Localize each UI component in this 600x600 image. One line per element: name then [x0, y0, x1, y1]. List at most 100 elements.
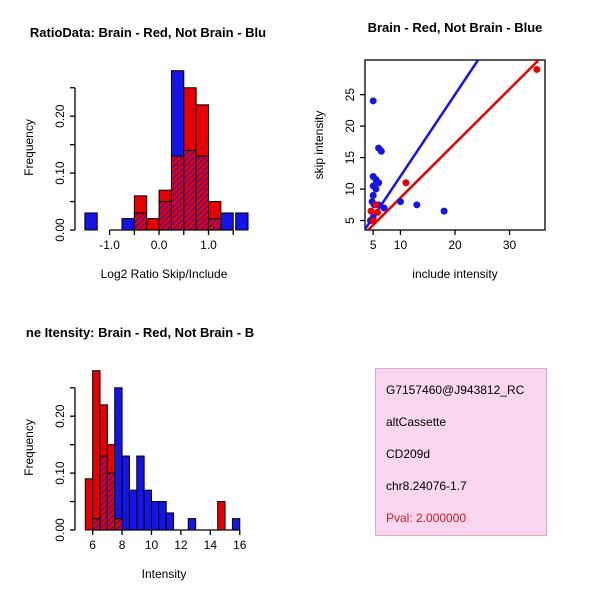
histogram-bar — [170, 70, 185, 157]
histogram-bar — [187, 518, 197, 531]
scatter-panel: 5 10 20 30 5 10 15 20 25 include intensity skip in… — [300, 0, 600, 300]
ratio-histogram-panel: -1.0 0.0 1.0 0.00 0.10 0.20 Log2 Ratio Skip/In… — [0, 0, 300, 300]
overlap-bar — [114, 518, 123, 531]
svg-text:12: 12 — [174, 538, 188, 552]
svg-text:Log2 Ratio Skip/Include: Log2 Ratio Skip/Include — [101, 267, 228, 281]
svg-text:ne Itensity: Brain - Red, Not: ne Itensity: Brain - Red, Not Brain - B — [26, 325, 254, 340]
histogram-bar — [84, 212, 98, 231]
point — [375, 179, 383, 187]
scatter-points — [366, 65, 541, 225]
blue-fit-line — [365, 60, 480, 230]
axes: -1.0 0.0 1.0 0.00 0.10 0.20 Log2 Ratio Skip/In… — [22, 25, 266, 281]
histogram-bar — [114, 387, 123, 520]
svg-text:20: 20 — [448, 238, 462, 252]
svg-text:15: 15 — [343, 151, 357, 165]
histogram-bar — [231, 518, 241, 531]
point — [380, 204, 388, 212]
point — [440, 207, 448, 215]
point — [372, 185, 380, 193]
event-type: altCassette — [386, 415, 447, 429]
svg-text:0.0: 0.0 — [151, 238, 168, 252]
histogram-bar — [150, 501, 160, 531]
histogram-bar — [208, 201, 222, 220]
svg-text:Brain - Red, Not Brain - Blue: Brain - Red, Not Brain - Blue — [368, 20, 543, 35]
histogram-bar — [143, 489, 152, 531]
point — [533, 65, 541, 73]
histogram-bars — [84, 70, 249, 231]
point — [413, 201, 421, 209]
overlap-bar — [170, 155, 185, 231]
histogram-bar — [217, 501, 226, 531]
histogram-bar — [121, 455, 130, 531]
intensity-scatter-chart: 5 10 20 30 5 10 15 20 25 include intensity skip in… — [312, 20, 546, 281]
histogram-bar — [92, 370, 101, 520]
histogram-bar — [183, 87, 197, 151]
histogram-bar — [195, 104, 209, 157]
svg-text:Intensity: Intensity — [142, 567, 187, 581]
genomic-location: chr8.24076-1.7 — [386, 479, 467, 493]
svg-text:Frequency: Frequency — [22, 419, 36, 476]
svg-text:5: 5 — [343, 217, 357, 224]
svg-text:16: 16 — [233, 538, 247, 552]
svg-text:30: 30 — [503, 238, 517, 252]
histogram-bar — [158, 189, 172, 203]
point — [369, 97, 377, 105]
red-fit-line — [366, 60, 541, 230]
svg-text:5: 5 — [370, 238, 377, 252]
overlap-bar — [208, 218, 222, 231]
info-panel: G7157460@J943812_RC altCassette CD209d c… — [300, 300, 600, 600]
svg-text:skip intensity: skip intensity — [312, 111, 326, 180]
histogram-bar — [133, 195, 148, 214]
histogram-bar — [146, 218, 160, 231]
pval-text: Pval: 2.000000 — [386, 511, 467, 525]
histogram-bar — [99, 404, 108, 457]
svg-text:0.20: 0.20 — [53, 404, 67, 428]
histogram-bar — [165, 512, 175, 531]
point — [369, 191, 377, 199]
point — [369, 217, 377, 225]
point — [367, 207, 375, 215]
svg-text:10: 10 — [343, 182, 357, 196]
overlap-bar — [106, 472, 116, 531]
fit-lines — [365, 60, 541, 230]
svg-text:14: 14 — [204, 538, 218, 552]
overlap-bar — [133, 212, 148, 231]
histogram-bar — [84, 478, 94, 531]
svg-text:8: 8 — [119, 538, 126, 552]
event-info-box: G7157460@J943812_RC altCassette CD209d c… — [375, 368, 547, 536]
intensity-histogram-panel: 6 8 10 12 14 16 0.00 0.10 0.20 Intensity Frequency… — [0, 300, 300, 600]
histogram-bar — [158, 501, 167, 531]
svg-text:0.20: 0.20 — [53, 104, 67, 128]
histogram-bar — [220, 212, 234, 231]
svg-text:10: 10 — [145, 538, 159, 552]
svg-text:Frequency: Frequency — [22, 119, 36, 176]
point — [402, 179, 410, 187]
overlap-bar — [99, 455, 108, 531]
svg-text:0.00: 0.00 — [53, 218, 67, 242]
point — [374, 208, 382, 216]
intensity-histogram-chart: 6 8 10 12 14 16 0.00 0.10 0.20 Intensity Frequency… — [22, 325, 254, 581]
overlap-bar — [92, 518, 101, 531]
axes: 6 8 10 12 14 16 0.00 0.10 0.20 Intensity Frequency… — [22, 325, 254, 581]
gene-name: CD209d — [386, 447, 431, 461]
histogram-bar — [106, 444, 116, 474]
probe-id: G7157460@J943812_RC — [386, 383, 525, 397]
histogram-bar — [128, 489, 138, 531]
overlap-bar — [183, 149, 197, 231]
svg-text:0.10: 0.10 — [53, 461, 67, 485]
histogram-bar — [136, 455, 145, 531]
ratio-histogram-chart: -1.0 0.0 1.0 0.00 0.10 0.20 Log2 Ratio Skip/In… — [22, 25, 266, 281]
svg-text:6: 6 — [89, 538, 96, 552]
svg-text:-1.0: -1.0 — [99, 238, 120, 252]
overlap-bar — [158, 201, 172, 231]
point — [396, 198, 404, 206]
histogram-bar — [121, 218, 135, 231]
svg-text:include intensity: include intensity — [412, 267, 497, 281]
svg-text:10: 10 — [394, 238, 408, 252]
point — [377, 147, 385, 155]
svg-text:1.0: 1.0 — [200, 238, 217, 252]
svg-text:20: 20 — [343, 119, 357, 133]
svg-text:RatioData: Brain - Red, Not Br: RatioData: Brain - Red, Not Brain - Blu — [30, 25, 266, 40]
histogram-bar — [235, 212, 249, 231]
